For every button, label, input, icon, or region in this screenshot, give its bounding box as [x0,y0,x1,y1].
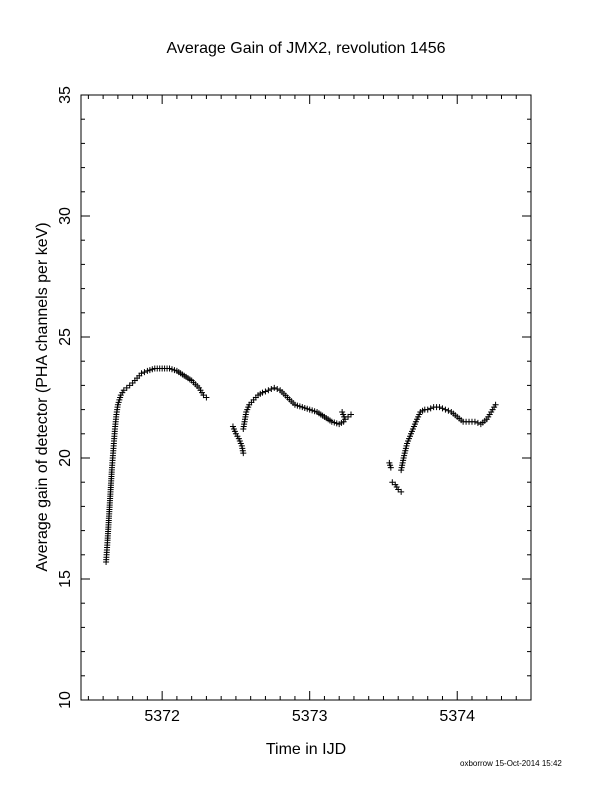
x-tick-label: 5374 [439,708,475,725]
data-point [424,406,431,413]
data-point [471,418,478,425]
data-point [439,405,446,412]
y-tick-label: 10 [57,691,74,709]
data-point [398,488,405,495]
y-tick-label: 15 [57,570,74,588]
data-points [103,365,499,566]
data-point [138,370,145,377]
y-tick-label: 20 [57,449,74,467]
y-tick-label: 30 [57,207,74,225]
x-axis-label: Time in IJD [266,741,346,758]
axis-ticks [81,94,532,701]
data-point [427,405,434,412]
data-point [492,401,499,408]
data-point [262,388,269,395]
y-tick-label: 25 [57,328,74,346]
data-point [268,386,275,393]
y-axis-label: Average gain of detector (PHA channels p… [34,222,51,571]
data-point [141,369,148,376]
data-point [203,394,210,401]
data-point [436,404,443,411]
y-tick-label: 35 [57,86,74,104]
data-point [271,384,278,391]
data-point [387,464,394,471]
plot-frame [80,94,532,701]
data-point [348,411,354,418]
data-point [259,389,266,396]
footer-timestamp: oxborrow 15-Oct-2014 15:42 [460,759,562,768]
x-tick-label: 5372 [144,708,180,725]
chart-title: Average Gain of JMX2, revolution 1456 [167,40,446,57]
data-point [240,450,247,457]
data-point [445,407,452,414]
x-tick-label: 5373 [292,708,328,725]
axis-tick-labels: 10 15 20 25 30 35 5372 5373 5374 [57,86,475,725]
data-point [442,406,449,413]
data-point [265,387,272,394]
data-point [274,386,281,393]
